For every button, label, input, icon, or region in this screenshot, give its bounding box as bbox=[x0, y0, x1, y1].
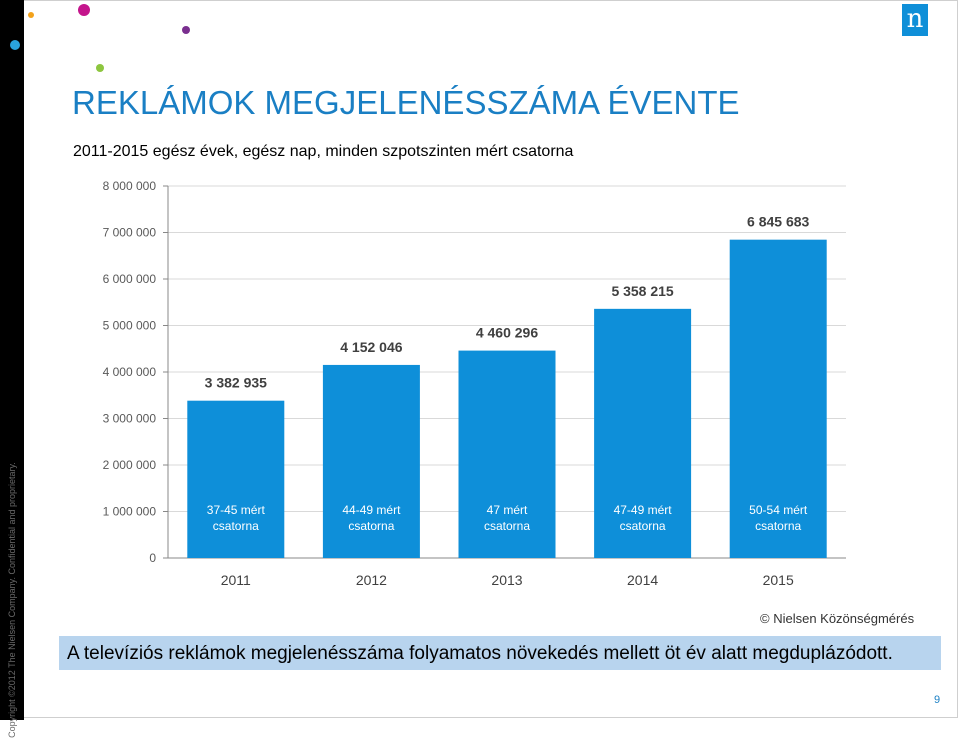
bar-annotation-line2: csatorna bbox=[484, 519, 530, 533]
x-tick-label: 2012 bbox=[356, 572, 387, 588]
slide-border bbox=[24, 0, 958, 718]
slide-subtitle: 2011-2015 egész évek, egész nap, minden … bbox=[73, 143, 574, 160]
x-tick-label: 2015 bbox=[763, 572, 794, 588]
y-tick-label: 7 000 000 bbox=[103, 226, 157, 240]
y-tick-label: 5 000 000 bbox=[103, 319, 157, 333]
bar-annotation-line1: 47 mért bbox=[487, 503, 528, 517]
bar-annotation-line1: 44-49 mért bbox=[342, 503, 401, 517]
y-tick-label: 2 000 000 bbox=[103, 458, 157, 472]
value-label: 5 358 215 bbox=[611, 283, 673, 299]
decor-dot-orange bbox=[28, 12, 34, 18]
value-label: 4 460 296 bbox=[476, 325, 538, 341]
conclusion-banner: A televíziós reklámok megjelenésszáma fo… bbox=[59, 636, 941, 670]
value-label: 4 152 046 bbox=[340, 339, 402, 355]
bar-annotation-line2: csatorna bbox=[620, 519, 666, 533]
left-strip: Copyright ©2012 The Nielsen Company. Con… bbox=[0, 0, 24, 738]
bar-annotation-line1: 47-49 mért bbox=[614, 503, 673, 517]
y-tick-label: 8 000 000 bbox=[103, 179, 157, 193]
x-tick-label: 2011 bbox=[221, 572, 251, 588]
bar-annotation-line2: csatorna bbox=[348, 519, 394, 533]
conclusion-text: A televíziós reklámok megjelenésszáma fo… bbox=[67, 643, 893, 664]
bar-annotation-line2: csatorna bbox=[213, 519, 259, 533]
page-number: 9 bbox=[934, 694, 941, 706]
value-label: 3 382 935 bbox=[205, 375, 267, 391]
decor-dot-purple bbox=[182, 26, 190, 34]
bar-2012 bbox=[322, 364, 420, 558]
bar-annotation-line2: csatorna bbox=[755, 519, 801, 533]
y-tick-label: 1 000 000 bbox=[103, 505, 157, 519]
logo-letter: n bbox=[906, 4, 924, 34]
slide-title: REKLÁMOK MEGJELENÉSSZÁMA ÉVENTE bbox=[72, 84, 740, 121]
bar-annotation-line1: 37-45 mért bbox=[207, 503, 266, 517]
bar-annotation-line1: 50-54 mért bbox=[749, 503, 808, 517]
bar-2014 bbox=[594, 308, 692, 558]
source-note: © Nielsen Közönségmérés bbox=[760, 611, 915, 626]
bar-2013 bbox=[458, 350, 556, 558]
bar-2015 bbox=[729, 239, 827, 559]
y-tick-label: 3 000 000 bbox=[103, 412, 157, 426]
x-tick-label: 2014 bbox=[627, 572, 658, 588]
y-tick-label: 6 000 000 bbox=[103, 272, 157, 286]
y-tick-label: 0 bbox=[149, 551, 156, 565]
decor-dot-green bbox=[96, 64, 104, 72]
bar-chart: 0 1 000 000 2 000 000 3 000 000 4 000 000 5 0… bbox=[103, 179, 846, 588]
nielsen-logo-icon: n bbox=[902, 4, 928, 36]
value-label: 6 845 683 bbox=[747, 214, 809, 230]
decor-dot-cyan bbox=[10, 40, 20, 50]
x-tick-label: 2013 bbox=[491, 572, 522, 588]
bar-2011 bbox=[187, 400, 285, 558]
decor-dot-magenta bbox=[78, 4, 90, 16]
y-tick-label: 4 000 000 bbox=[103, 365, 157, 379]
